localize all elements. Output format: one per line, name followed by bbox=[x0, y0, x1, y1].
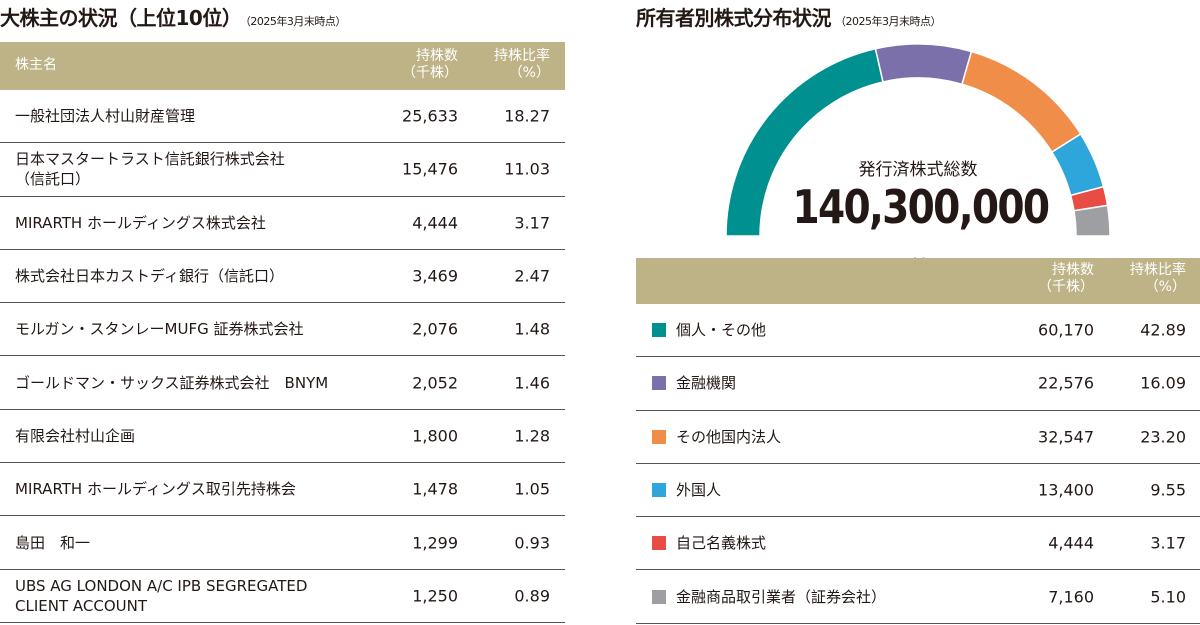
table-row: 自己名義株式 4,444 3.17 bbox=[636, 517, 1200, 571]
shareholder-name: MIRARTH ホールディングス株式会社 bbox=[15, 213, 266, 232]
header-name: 株主名 bbox=[15, 57, 57, 73]
left-subtitle: （2025年3月末時点） bbox=[245, 15, 346, 28]
table-row: ゴールドマン・サックス証券株式会社 BNYM 2,052 1.46 bbox=[0, 356, 565, 410]
shares-value: 4,444 bbox=[1048, 533, 1094, 553]
owner-category: 金融機関 bbox=[676, 374, 737, 393]
header-ratio: 持株比率 （%） bbox=[494, 48, 550, 81]
owner-category: 金融商品取引業者（証券会社） bbox=[676, 587, 887, 606]
ratio-value: 11.03 bbox=[504, 159, 550, 179]
table-header: 持株数 （千株） 持株比率 （%） bbox=[636, 258, 1200, 304]
ratio-value: 9.55 bbox=[1150, 480, 1186, 500]
shares-value: 15,476 bbox=[402, 159, 458, 179]
ratio-value: 1.28 bbox=[514, 426, 550, 446]
owner-category: 自己名義株式 bbox=[676, 534, 767, 553]
ratio-value: 16.09 bbox=[1140, 373, 1186, 393]
ratio-value: 5.10 bbox=[1150, 587, 1186, 607]
right-subtitle: （2025年3月末時点） bbox=[835, 15, 942, 28]
legend-swatch bbox=[652, 429, 666, 444]
shareholder-name: ゴールドマン・サックス証券株式会社 BNYM bbox=[15, 373, 329, 392]
ratio-value: 0.93 bbox=[514, 533, 550, 553]
shares-value: 1,250 bbox=[412, 586, 458, 606]
center-label: 発行済株式総数 bbox=[858, 160, 978, 180]
shares-value: 2,052 bbox=[412, 373, 458, 393]
donut-segment-5 bbox=[1073, 204, 1111, 237]
table-row: 金融機関 22,576 16.09 bbox=[636, 357, 1200, 411]
right-title-text: 所有者別株式分布状況 bbox=[636, 6, 832, 30]
legend-swatch bbox=[652, 376, 666, 391]
ratio-value: 2.47 bbox=[514, 266, 550, 286]
table-row: 島田 和一 1,299 0.93 bbox=[0, 516, 565, 570]
right-title: 所有者別株式分布状況 （2025年3月末時点） bbox=[636, 2, 942, 31]
shares-value: 25,633 bbox=[402, 106, 458, 126]
shareholder-name: モルガン・スタンレーMUFG 証券株式会社 bbox=[15, 320, 304, 339]
ratio-value: 1.48 bbox=[514, 319, 550, 339]
table-row: MIRARTH ホールディングス取引先持株会 1,478 1.05 bbox=[0, 463, 565, 517]
shares-value: 7,160 bbox=[1048, 587, 1094, 607]
shareholder-name: 日本マスタートラスト信託銀行株式会社 （信託口） bbox=[15, 150, 285, 189]
table-header: 株主名 持株数 （千株） 持株比率 （%） bbox=[0, 42, 565, 90]
owner-category: 個人・その他 bbox=[676, 321, 767, 340]
distribution-half-donut-chart bbox=[725, 43, 1111, 237]
shares-value: 1,299 bbox=[412, 533, 458, 553]
shares-value: 13,400 bbox=[1038, 480, 1094, 500]
major-shareholders-table: 株主名 持株数 （千株） 持株比率 （%） 一般社団法人村山財産管理 25,63… bbox=[0, 42, 565, 623]
header-shares: 持株数 （千株） bbox=[1038, 262, 1094, 295]
shares-value: 60,170 bbox=[1038, 320, 1094, 340]
shares-value: 2,076 bbox=[412, 319, 458, 339]
ratio-value: 1.05 bbox=[514, 479, 550, 499]
table-row: モルガン・スタンレーMUFG 証券株式会社 2,076 1.48 bbox=[0, 303, 565, 357]
ratio-value: 3.17 bbox=[514, 213, 550, 233]
shareholder-name: 株式会社日本カストディ銀行（信託口） bbox=[15, 267, 284, 286]
table-row: UBS AG LONDON A/C IPB SEGREGATED CLIENT … bbox=[0, 570, 565, 623]
shareholder-name: 有限会社村山企画 bbox=[15, 426, 136, 445]
shares-value: 32,547 bbox=[1038, 427, 1094, 447]
shareholder-name: UBS AG LONDON A/C IPB SEGREGATED CLIENT … bbox=[15, 576, 308, 615]
legend-swatch bbox=[652, 323, 666, 338]
ratio-value: 3.17 bbox=[1150, 533, 1186, 553]
header-ratio: 持株比率 （%） bbox=[1130, 262, 1186, 295]
left-title: 大株主の状況（上位10位） （2025年3月末時点） bbox=[0, 2, 346, 31]
shares-value: 1,478 bbox=[412, 479, 458, 499]
legend-swatch bbox=[652, 536, 666, 551]
ratio-value: 18.27 bbox=[504, 106, 550, 126]
ratio-value: 23.20 bbox=[1140, 427, 1186, 447]
total-value: 140,300,000 bbox=[792, 180, 1051, 234]
donut-segment-1 bbox=[874, 43, 973, 86]
header-shares: 持株数 （千株） bbox=[402, 48, 458, 81]
table-row: 金融商品取引業者（証券会社） 7,160 5.10 bbox=[636, 570, 1200, 624]
left-title-text: 大株主の状況（上位10位） bbox=[0, 6, 242, 30]
shareholder-name: 一般社団法人村山財産管理 bbox=[15, 107, 196, 126]
donut-segment-2 bbox=[961, 50, 1082, 154]
shares-value: 22,576 bbox=[1038, 373, 1094, 393]
distribution-table: 持株数 （千株） 持株比率 （%） 個人・その他 60,170 42.89 金融… bbox=[636, 258, 1200, 624]
table-row: MIRARTH ホールディングス株式会社 4,444 3.17 bbox=[0, 197, 565, 250]
table-row: 株式会社日本カストディ銀行（信託口） 3,469 2.47 bbox=[0, 250, 565, 304]
legend-swatch bbox=[652, 589, 666, 604]
ratio-value: 0.89 bbox=[514, 586, 550, 606]
table-row: その他国内法人 32,547 23.20 bbox=[636, 411, 1200, 464]
shares-value: 1,800 bbox=[412, 426, 458, 446]
table-row: 外国人 13,400 9.55 bbox=[636, 464, 1200, 518]
shareholder-name: MIRARTH ホールディングス取引先持株会 bbox=[15, 480, 296, 499]
shareholder-name: 島田 和一 bbox=[15, 533, 91, 552]
table-row: 有限会社村山企画 1,800 1.28 bbox=[0, 410, 565, 464]
legend-swatch bbox=[652, 483, 666, 498]
shares-value: 3,469 bbox=[412, 266, 458, 286]
table-row: 一般社団法人村山財産管理 25,633 18.27 bbox=[0, 90, 565, 144]
shares-value: 4,444 bbox=[412, 213, 458, 233]
ratio-value: 1.46 bbox=[514, 373, 550, 393]
ratio-value: 42.89 bbox=[1140, 320, 1186, 340]
table-row: 個人・その他 60,170 42.89 bbox=[636, 304, 1200, 358]
table-row: 日本マスタートラスト信託銀行株式会社 （信託口） 15,476 11.03 bbox=[0, 143, 565, 197]
owner-category: 外国人 bbox=[676, 481, 722, 500]
owner-category: その他国内法人 bbox=[676, 427, 782, 446]
